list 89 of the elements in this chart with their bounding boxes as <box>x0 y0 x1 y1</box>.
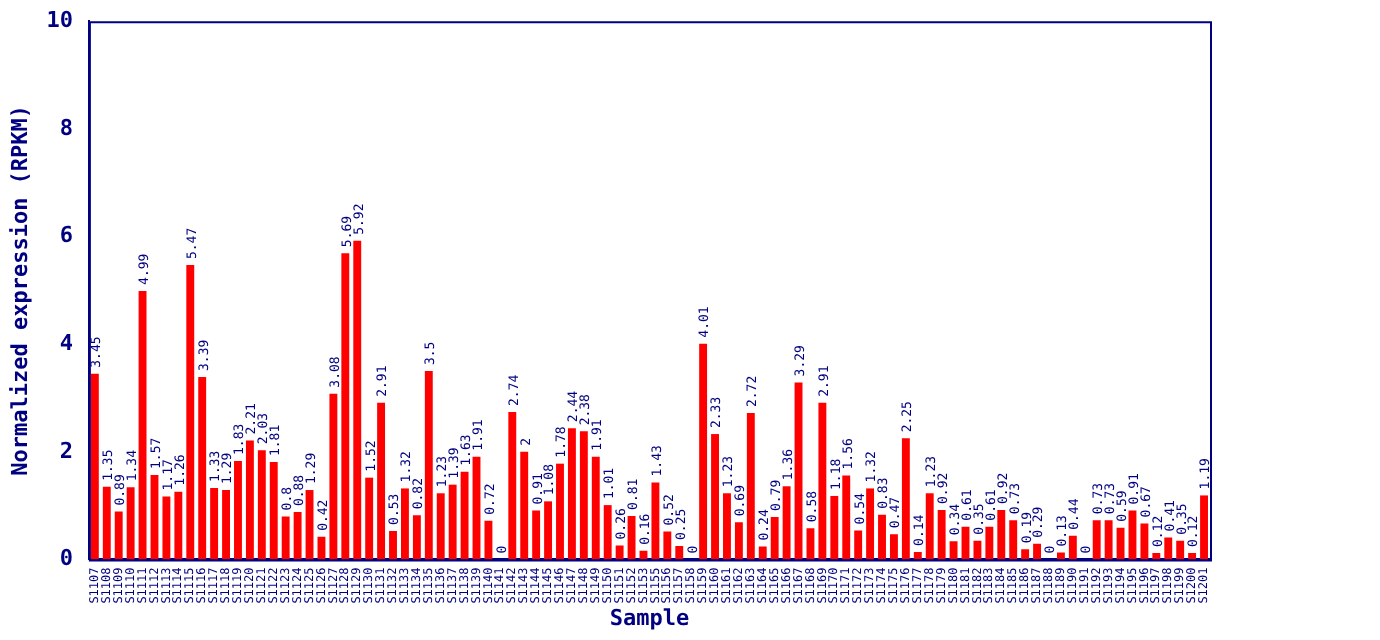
bar <box>448 484 457 560</box>
bar <box>1021 549 1030 560</box>
x-axis-title: Sample <box>609 604 690 631</box>
y-tick-label: 2 <box>59 437 73 464</box>
bar <box>460 471 469 560</box>
bar <box>1033 543 1042 560</box>
bar <box>424 371 433 560</box>
bar <box>1200 495 1208 560</box>
bar <box>711 434 719 560</box>
bar <box>1092 520 1101 560</box>
bar <box>556 463 564 560</box>
bar <box>126 487 135 560</box>
bar <box>675 546 684 560</box>
bar <box>901 438 910 560</box>
bar <box>329 393 338 560</box>
bar <box>102 486 111 560</box>
bar <box>138 290 147 560</box>
bar <box>114 511 123 560</box>
bar <box>854 530 863 560</box>
y-tick-label: 0 <box>59 545 73 572</box>
bar <box>889 534 898 560</box>
bar <box>436 493 445 560</box>
bar <box>579 431 588 560</box>
bar <box>222 490 230 560</box>
bar <box>293 512 302 560</box>
bar <box>210 487 219 560</box>
bar <box>663 531 672 560</box>
bar <box>985 526 994 560</box>
bar <box>1104 520 1113 560</box>
bar <box>1009 520 1018 560</box>
bar <box>90 373 99 560</box>
bar <box>758 546 767 560</box>
bar <box>1176 540 1185 560</box>
bar <box>913 551 922 560</box>
y-tick-label: 8 <box>59 114 73 141</box>
bar <box>412 515 421 560</box>
bar <box>866 488 875 560</box>
bar <box>782 486 791 560</box>
bar <box>770 516 779 560</box>
bar <box>818 402 827 560</box>
bar <box>830 495 839 560</box>
bar <box>186 265 195 560</box>
bar <box>1152 553 1161 560</box>
bar <box>937 509 946 560</box>
bar <box>1188 553 1197 560</box>
bar <box>1116 527 1125 560</box>
bar <box>281 516 290 560</box>
bar <box>198 377 207 560</box>
bar <box>591 456 600 560</box>
bar <box>723 493 731 560</box>
bar <box>532 510 541 560</box>
bar <box>162 496 171 560</box>
y-tick-label: 10 <box>46 6 73 33</box>
bar <box>1056 552 1065 560</box>
bar <box>389 530 397 560</box>
bar <box>365 477 374 560</box>
bar <box>842 475 851 560</box>
bar <box>734 522 743 560</box>
bar <box>973 540 982 560</box>
bar <box>699 343 708 560</box>
y-axis-title: Normalized expression (RPKM) <box>6 104 33 476</box>
bar <box>520 451 529 560</box>
bar <box>567 428 576 560</box>
bar <box>341 253 350 560</box>
bar <box>627 515 636 560</box>
bar <box>615 545 624 560</box>
bar <box>234 460 242 560</box>
bar <box>997 509 1006 560</box>
bar <box>746 413 755 560</box>
bar <box>257 450 266 560</box>
bar <box>353 240 362 560</box>
bar <box>401 488 409 560</box>
bar <box>544 501 553 560</box>
bar <box>949 541 958 560</box>
bar <box>603 505 612 560</box>
bar <box>1164 537 1173 560</box>
y-tick-label: 4 <box>59 329 74 356</box>
bar <box>878 514 886 560</box>
bar <box>1068 535 1077 560</box>
bar <box>377 402 386 560</box>
bar <box>925 493 934 560</box>
bar <box>484 520 493 560</box>
bar <box>174 491 183 560</box>
bar <box>1140 523 1149 560</box>
bar <box>508 411 517 560</box>
bar <box>651 482 660 560</box>
y-tick-label: 6 <box>59 222 74 249</box>
bar <box>245 440 254 560</box>
bar <box>269 462 278 560</box>
